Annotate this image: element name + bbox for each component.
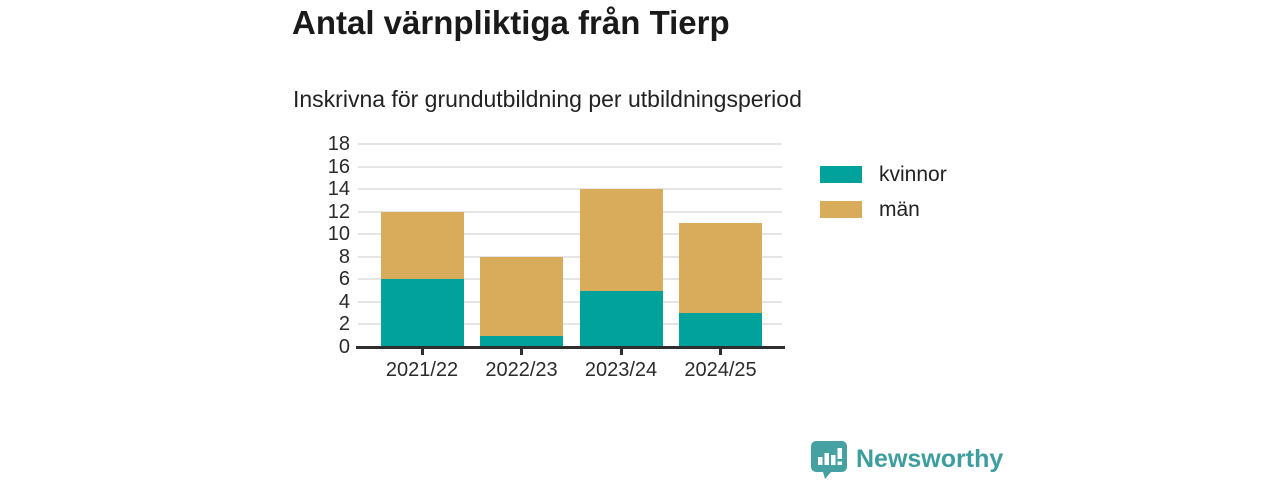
- y-axis-tick-label: 2: [338, 313, 350, 336]
- y-axis-tick-label: 16: [327, 155, 350, 178]
- x-axis-tick-label: 2024/25: [684, 359, 757, 381]
- x-axis-tick-label: 2022/23: [485, 359, 558, 381]
- brand-name: Newsworthy: [856, 445, 1004, 473]
- y-axis-tick-label: 12: [327, 200, 350, 223]
- bar-segment-kvinnor-2021/22: [380, 279, 464, 347]
- gridline: [358, 300, 782, 303]
- gridline: [358, 233, 782, 236]
- x-axis-tick-mark: [619, 347, 623, 355]
- y-axis-tick-label: 18: [327, 133, 350, 155]
- gridline: [358, 165, 782, 168]
- bar-segment-män-2021/22: [380, 211, 464, 280]
- gridline: [358, 278, 782, 281]
- newsworthy-logo-icon: [811, 441, 847, 479]
- legend-item-män: män: [820, 199, 947, 220]
- x-axis-line: [356, 345, 785, 349]
- x-axis-tick-mark: [719, 347, 722, 355]
- x-axis-tick-mark: [520, 347, 523, 355]
- chart-title: Antal värnpliktiga från Tierp: [292, 4, 730, 41]
- legend-item-kvinnor: kvinnor: [820, 164, 947, 185]
- gridline: [358, 188, 782, 191]
- brand-footer: Newsworthy: [810, 440, 1003, 479]
- x-axis-tick-mark: [420, 347, 424, 355]
- y-axis-tick-label: 14: [327, 178, 350, 201]
- bar-segment-män-2023/24: [579, 189, 663, 291]
- gridline: [358, 323, 782, 326]
- legend-label: kvinnor: [879, 163, 947, 186]
- legend-label: män: [879, 198, 920, 221]
- chart-subtitle: Inskrivna för grundutbildning per utbild…: [293, 86, 802, 112]
- bar-segment-kvinnor-2023/24: [579, 290, 663, 347]
- legend-swatch-män: [820, 201, 862, 218]
- y-axis-tick-label: 0: [338, 336, 350, 358]
- gridline: [358, 143, 782, 145]
- gridline: [358, 255, 782, 258]
- x-axis-tick-label: 2021/22: [385, 359, 459, 381]
- bar-segment-kvinnor-2022/23: [480, 335, 563, 347]
- bar-segment-män-2024/25: [679, 222, 762, 314]
- legend: kvinnor män: [820, 164, 947, 234]
- y-axis-tick-label: 6: [338, 268, 350, 291]
- bar-segment-män-2022/23: [480, 256, 563, 336]
- y-axis-tick-label: 4: [338, 290, 350, 313]
- gridline: [358, 210, 782, 213]
- x-axis-tick-label: 2023/24: [584, 359, 658, 381]
- y-axis-tick-label: 10: [327, 223, 350, 246]
- bar-segment-kvinnor-2024/25: [679, 313, 762, 347]
- y-axis-tick-label: 8: [338, 245, 350, 268]
- legend-swatch-kvinnor: [820, 166, 862, 183]
